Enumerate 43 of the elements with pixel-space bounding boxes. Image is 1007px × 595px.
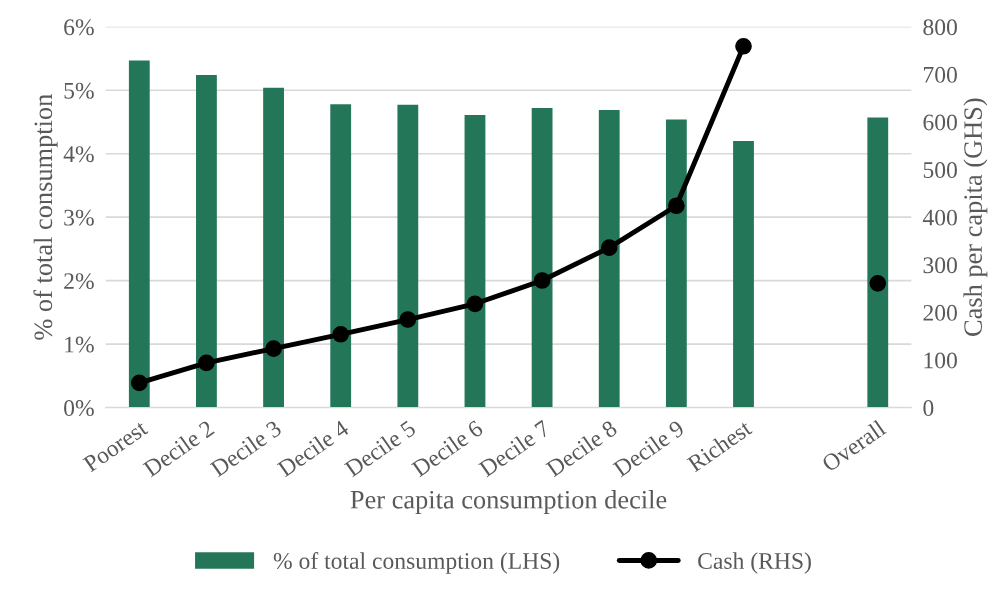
bar	[196, 75, 217, 408]
legend-label: Cash (RHS)	[698, 552, 811, 574]
point	[869, 275, 887, 292]
y2-tick-label: 0	[923, 400, 934, 416]
y-tick-label: 4%	[63, 146, 94, 163]
point	[466, 295, 484, 313]
y-tick-label: 5%	[64, 82, 94, 99]
bar	[598, 109, 620, 408]
bar	[665, 119, 687, 408]
bar	[263, 87, 284, 408]
bar	[733, 141, 754, 408]
y2-tick-label: 400	[922, 209, 957, 226]
point	[735, 37, 752, 55]
y-tick-label: 1%	[65, 336, 94, 353]
point	[600, 239, 618, 256]
y-axis-title: % of total consumption	[33, 94, 58, 340]
y-tick-label: 6%	[64, 19, 94, 36]
y-tick-label: 2%	[64, 273, 94, 290]
legend-label: % of total consumption (LHS)	[273, 552, 560, 574]
y2-tick-label: 700	[924, 66, 957, 83]
y2-tick-label: 300	[923, 257, 957, 274]
y2-tick-label: 100	[924, 352, 957, 369]
bar	[330, 104, 352, 408]
bar	[531, 108, 553, 408]
x-axis-title: Per capita consumption decile	[350, 490, 667, 514]
point	[533, 272, 551, 289]
y2-tick-label: 200	[923, 304, 957, 321]
y2-tick-label: 800	[923, 19, 957, 36]
y2-tick-label: 500	[923, 162, 957, 178]
point	[265, 340, 282, 357]
point	[332, 325, 350, 343]
y2-tick-label: 600	[923, 114, 957, 131]
y-tick-label: 0%	[64, 400, 94, 417]
bar	[867, 117, 889, 408]
bar	[128, 60, 150, 408]
y-tick-label: 3%	[64, 209, 94, 226]
bar	[397, 104, 419, 408]
point	[399, 311, 417, 328]
bar	[464, 114, 486, 408]
point	[668, 197, 685, 215]
point	[198, 354, 215, 372]
point	[130, 374, 148, 392]
y2-axis-title: Cash per capita (GHS)	[963, 98, 988, 336]
